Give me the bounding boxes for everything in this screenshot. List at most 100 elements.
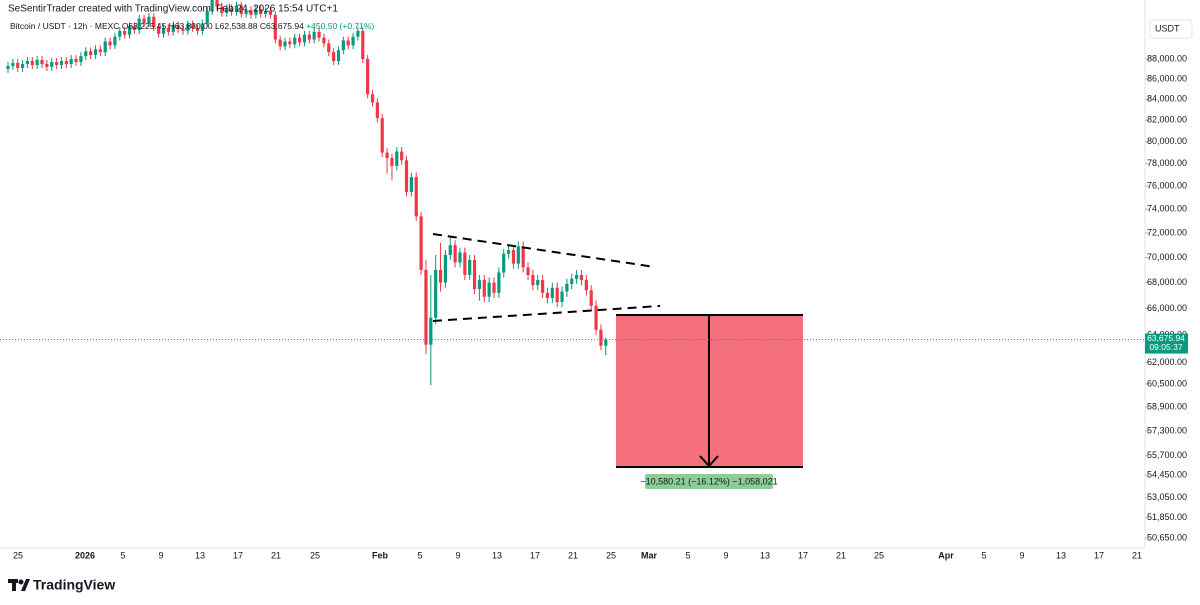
candle-body: [118, 30, 122, 37]
y-tick-label: 55,700.00: [1147, 450, 1187, 460]
y-tick-label: 50,650.00: [1147, 532, 1187, 542]
candle-body: [492, 282, 496, 293]
candle-body: [443, 254, 447, 283]
x-tick-label: 25: [874, 550, 884, 560]
candle-body: [6, 65, 10, 69]
candle-body: [176, 25, 180, 30]
price-tag-value: 63,675.94: [1147, 333, 1185, 343]
candle-body: [550, 287, 554, 299]
candle-body: [16, 62, 20, 68]
x-tick-label: 13: [1056, 550, 1066, 560]
candle-body: [511, 250, 516, 264]
x-tick-label: Mar: [641, 550, 658, 560]
candle-body: [161, 28, 166, 34]
candle-body: [448, 245, 452, 255]
y-tick-label: 78,000.00: [1147, 158, 1187, 168]
candle-body: [74, 59, 78, 62]
x-tick-label: 25: [606, 550, 616, 560]
candle-body: [171, 25, 175, 32]
candle-body: [200, 23, 204, 31]
x-tick-label: 2026: [75, 550, 95, 560]
candle-body: [336, 50, 341, 62]
candle-body: [220, 6, 224, 13]
measure-label: −10,580.21 (−16.12%) −1,058,021: [640, 476, 777, 486]
candle-body: [545, 292, 550, 299]
candle-body: [472, 259, 477, 289]
candle-body: [152, 16, 156, 28]
grid: [1145, 58, 1149, 539]
candle-body: [322, 37, 326, 44]
candle-body: [541, 280, 545, 293]
y-tick-label: 62,000.00: [1147, 357, 1187, 367]
candle-body: [409, 177, 413, 192]
y-tick-label: 80,000.00: [1147, 136, 1187, 146]
candle-body: [113, 36, 117, 46]
legend-close: C63,675.94: [260, 21, 304, 31]
candle-body: [536, 280, 540, 286]
candle-body: [35, 60, 39, 65]
candle-body: [414, 177, 418, 217]
price-tag-timer: 09:05:37: [1149, 342, 1182, 352]
y-tick-label: 76,000.00: [1147, 181, 1187, 191]
candle-body: [370, 94, 375, 103]
candle-body: [366, 59, 370, 95]
candle-body: [341, 40, 345, 51]
candle-body: [225, 8, 229, 13]
candle-body: [45, 63, 49, 67]
logo-icon: [8, 579, 30, 591]
candle-body: [346, 40, 350, 46]
candle-body: [317, 31, 321, 38]
y-tick-label: 68,000.00: [1147, 277, 1187, 287]
x-tick-label: 13: [760, 550, 770, 560]
candle-body: [205, 11, 209, 24]
y-tick-label: 84,000.00: [1147, 94, 1187, 104]
candle-body: [278, 39, 282, 47]
y-tick-label: 57,300.00: [1147, 425, 1187, 435]
candle-body: [98, 49, 102, 53]
candle-body: [565, 283, 569, 292]
candle-body: [25, 61, 30, 64]
candle-body: [385, 152, 389, 159]
legend-low: L62,538.88: [215, 21, 258, 31]
candle-body: [229, 8, 234, 13]
y-tick-label: 70,000.00: [1147, 252, 1187, 262]
candle-body: [599, 329, 603, 346]
candle-body: [438, 269, 443, 283]
candle-body: [191, 24, 195, 29]
x-tick-label: 9: [723, 550, 728, 560]
candle-body: [89, 51, 93, 56]
x-tick-label: 9: [158, 550, 163, 560]
candles: [6, 0, 608, 386]
candle-body: [356, 30, 360, 37]
legend-symbol: Bitcoin / USDT · 12h · MEXC: [10, 21, 119, 31]
x-tick-label: 17: [530, 550, 540, 560]
candle-body: [575, 274, 579, 279]
footer-logo: TradingView: [33, 577, 115, 593]
y-tick-label: 51,850.00: [1147, 512, 1187, 522]
measure-arrow-head: [699, 455, 719, 468]
y-tick-label: 66,000.00: [1147, 303, 1187, 313]
candle-body: [210, 0, 214, 12]
candle-body: [458, 252, 462, 263]
candle-body: [531, 274, 535, 286]
candle-body: [215, 0, 219, 7]
y-tick-label: 72,000.00: [1147, 227, 1187, 237]
candle-body: [268, 11, 273, 15]
candle-body: [502, 253, 506, 273]
currency: USDT: [1155, 23, 1180, 33]
x-tick-label: Apr: [938, 550, 954, 560]
x-tick-label: 5: [685, 550, 690, 560]
candle-body: [249, 10, 253, 15]
candle-body: [123, 30, 127, 35]
candle-body: [351, 36, 355, 46]
candle-body: [186, 24, 190, 31]
candle-body: [375, 102, 379, 119]
candle-body: [453, 245, 457, 263]
x-tick-label: 9: [455, 550, 460, 560]
candle-body: [434, 269, 438, 318]
candle-body: [234, 5, 239, 13]
candle-body: [468, 259, 472, 275]
price-tag-box: [1145, 333, 1188, 354]
candle-body: [283, 41, 287, 47]
